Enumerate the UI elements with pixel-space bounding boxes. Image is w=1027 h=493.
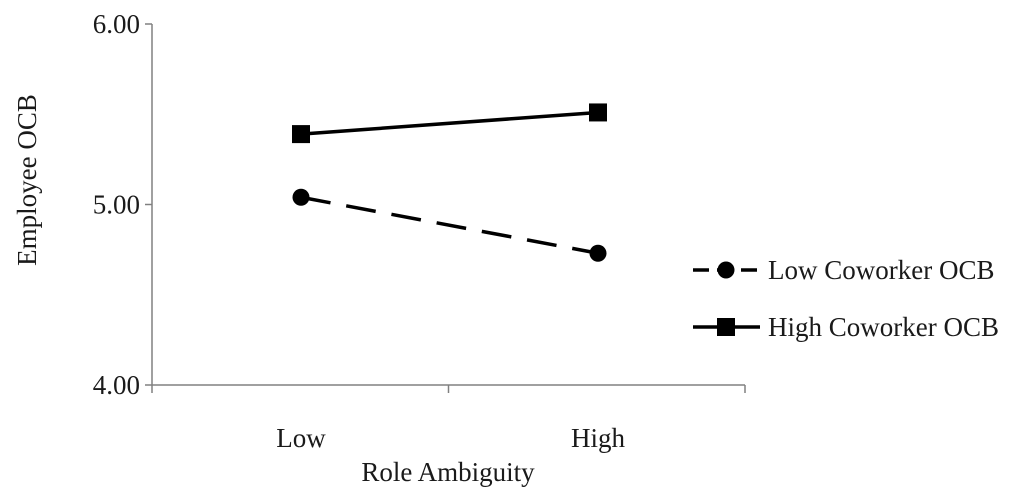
legend-item: Low Coworker OCB (693, 255, 994, 285)
x-tick-label: High (571, 423, 626, 453)
series-high-coworker-ocb (292, 103, 607, 144)
legend-label: Low Coworker OCB (768, 255, 994, 285)
data-point-marker (589, 103, 607, 122)
legend-label: High Coworker OCB (768, 312, 999, 342)
data-point-marker (292, 125, 310, 144)
series-line (300, 110, 599, 136)
legend-marker (717, 261, 735, 279)
x-axis-title: Role Ambiguity (361, 457, 535, 487)
series-line (300, 195, 599, 255)
y-tick-label: 6.00 (93, 9, 140, 39)
x-tick-label: Low (276, 423, 326, 453)
y-ticks: 4.00 5.00 6.00 (93, 9, 152, 400)
data-point-marker (292, 188, 310, 206)
legend-item: High Coworker OCB (693, 312, 999, 342)
y-tick-label: 4.00 (93, 370, 140, 400)
series-low-coworker-ocb (292, 188, 607, 262)
legend-marker (717, 318, 735, 336)
y-tick-label: 5.00 (93, 190, 140, 220)
data-point-marker (589, 244, 607, 262)
legend: Low Coworker OCB High Coworker OCB (693, 255, 999, 342)
plot-area: 4.00 5.00 6.00 Low High (93, 9, 746, 453)
series-layer (292, 103, 607, 262)
y-axis-title: Employee OCB (12, 94, 42, 266)
x-ticks: Low High (151, 385, 746, 453)
